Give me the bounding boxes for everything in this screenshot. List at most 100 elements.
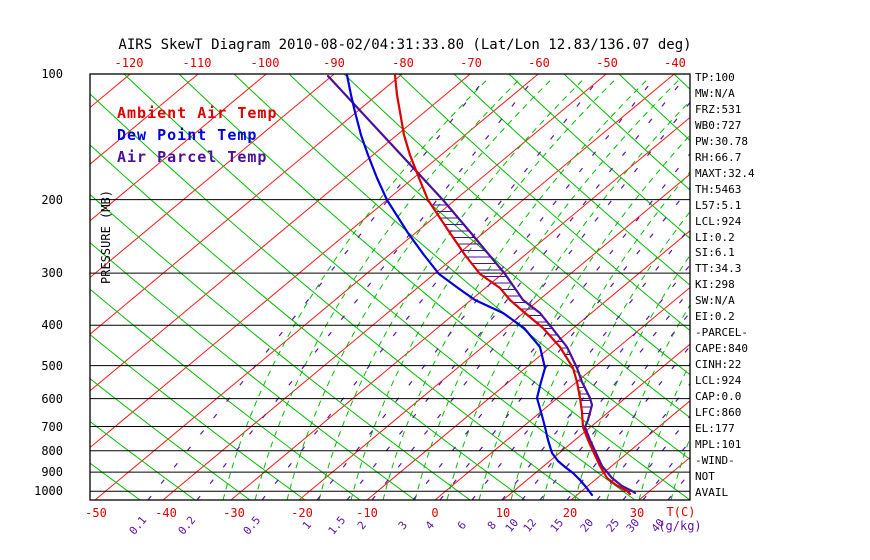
pressure-axis-title: PRESSURE (MB) xyxy=(99,190,113,284)
dry-adiabat-line xyxy=(398,74,690,332)
pressure-tick-label: 800 xyxy=(41,443,63,458)
stat-lcl-924: LCL:924 xyxy=(695,214,742,228)
dew-point-temp-curve xyxy=(345,73,594,497)
dry-adiabat-line xyxy=(563,74,690,191)
mixing-ratio-line xyxy=(642,440,690,500)
top-temp-tick-label: -60 xyxy=(528,56,550,70)
isotherm-line xyxy=(90,74,199,165)
legend-dew-point-temp: Dew Point Temp xyxy=(117,126,258,144)
top-temp-tick-label: -90 xyxy=(323,56,345,70)
dry-adiabat-line xyxy=(453,74,690,286)
ambient-air-temp-curve xyxy=(393,73,632,496)
isotherm-line xyxy=(502,343,690,500)
dry-adiabat-line xyxy=(90,378,251,500)
stat-ei-0-2: EI:0.2 xyxy=(695,310,735,324)
pressure-tick-label: 900 xyxy=(41,465,63,480)
dry-adiabat-line xyxy=(90,420,196,500)
mixing-ratio-line xyxy=(501,264,690,500)
background-grid xyxy=(0,74,690,500)
stat-wb0-727: WB0:727 xyxy=(695,118,742,132)
top-temp-tick-label: -50 xyxy=(596,56,618,70)
stat-th-5463: TH:5463 xyxy=(695,182,742,196)
bottom-temp-tick-label: 0 xyxy=(431,506,439,520)
stat-not: NOT xyxy=(695,469,715,483)
stat-lcl-924: LCL:924 xyxy=(695,374,742,388)
bottom-temp-tick-label: 30 xyxy=(629,506,645,520)
legend-air-parcel-temp: Air Parcel Temp xyxy=(117,148,268,166)
mixing-ratio-unit-label: (g/kg) xyxy=(658,519,702,533)
dry-adiabat-line xyxy=(90,144,526,500)
stat--wind-: -WIND- xyxy=(695,453,735,467)
stat-sw-n-a: SW:N/A xyxy=(695,294,735,308)
isotherm-line xyxy=(90,74,403,335)
dry-adiabat-line xyxy=(508,74,690,239)
mixing-ratio-line xyxy=(261,74,604,500)
dry-adiabat-line xyxy=(90,288,361,500)
pressure-tick-label: 300 xyxy=(41,266,63,281)
plot-frame xyxy=(89,73,691,501)
isotherm-line xyxy=(0,74,62,500)
isotherm-line xyxy=(90,74,539,449)
dry-adiabat-line xyxy=(233,74,690,461)
pressure-tick-label: 200 xyxy=(41,192,63,207)
dry-adiabat-line xyxy=(90,333,306,500)
isotherm-line xyxy=(298,173,690,500)
isotherm-line xyxy=(162,74,675,500)
dry-adiabat-line xyxy=(178,74,690,500)
stat-cape-840: CAPE:840 xyxy=(695,342,748,356)
stat-lfc-860: LFC:860 xyxy=(695,405,742,419)
dry-adiabat-line xyxy=(123,74,636,500)
bottom-temp-tick-label: 10 xyxy=(495,506,511,520)
pressure-tick-label: 500 xyxy=(41,358,63,373)
moist-adiabat-line xyxy=(222,79,488,500)
pressure-tick-label: 1000 xyxy=(34,484,63,499)
stat-pw-30-78: PW:30.78 xyxy=(695,134,748,148)
top-temp-tick-label: -100 xyxy=(250,56,280,70)
isotherm-line xyxy=(570,400,690,500)
chart-title: AIRS SkewT Diagram 2010-08-02/04:31:33.8… xyxy=(118,37,692,53)
top-temp-tick-label: -40 xyxy=(664,56,686,70)
air-parcel-temp-curve xyxy=(326,74,637,495)
stat-tp-100: TP:100 xyxy=(695,71,735,84)
isotherm-line xyxy=(230,116,690,500)
isotherm-line xyxy=(434,286,690,500)
stat-l57-5-1: L57:5.1 xyxy=(695,198,742,212)
top-temp-tick-label: -70 xyxy=(460,56,482,70)
top-temp-tick-label: -120 xyxy=(114,56,144,70)
stat-cinh-22: CINH:22 xyxy=(695,358,742,372)
dry-adiabat-line xyxy=(90,93,581,500)
temp-unit-label: T(C) xyxy=(666,505,696,519)
stat-si-6-1: SI:6.1 xyxy=(695,246,735,260)
dry-adiabat-line xyxy=(90,241,416,500)
stat-mw-n-a: MW:N/A xyxy=(695,86,735,100)
stat--parcel-: -PARCEL- xyxy=(695,326,748,340)
dry-adiabat-line xyxy=(343,74,690,376)
stat-avail: AVAIL xyxy=(695,485,729,499)
bottom-temp-tick-label: -10 xyxy=(356,506,378,520)
bottom-temp-tick-label: 20 xyxy=(562,506,578,520)
stat-li-0-2: LI:0.2 xyxy=(695,230,735,244)
isotherm-line xyxy=(366,230,690,500)
isotherm-line xyxy=(638,456,690,500)
stat-mpl-101: MPL:101 xyxy=(695,437,742,451)
stat-ki-298: KI:298 xyxy=(695,278,735,292)
stat-rh-66-7: RH:66.7 xyxy=(695,150,742,164)
mixing-ratio-line xyxy=(471,226,690,500)
bottom-temp-tick-label: -40 xyxy=(155,506,177,520)
bottom-temp-tick-label: -30 xyxy=(223,506,245,520)
legend-ambient-air-temp: Ambient Air Temp xyxy=(117,104,278,122)
isotherm-line xyxy=(90,74,335,279)
mixing-ratio-line xyxy=(371,101,690,500)
stat-frz-531: FRZ:531 xyxy=(695,102,742,116)
dry-adiabat-line xyxy=(90,193,471,500)
stat-maxt-32-4: MAXT:32.4 xyxy=(695,166,755,180)
moist-adiabat-line xyxy=(638,362,690,500)
isotherm-line xyxy=(90,74,471,392)
moist-adiabat-line xyxy=(318,79,584,500)
bottom-temp-tick-label: -50 xyxy=(85,506,107,520)
stat-el-177: EL:177 xyxy=(695,421,735,435)
top-temp-tick-label: -110 xyxy=(182,56,212,70)
stat-cap-0-0: CAP:0.0 xyxy=(695,390,742,403)
